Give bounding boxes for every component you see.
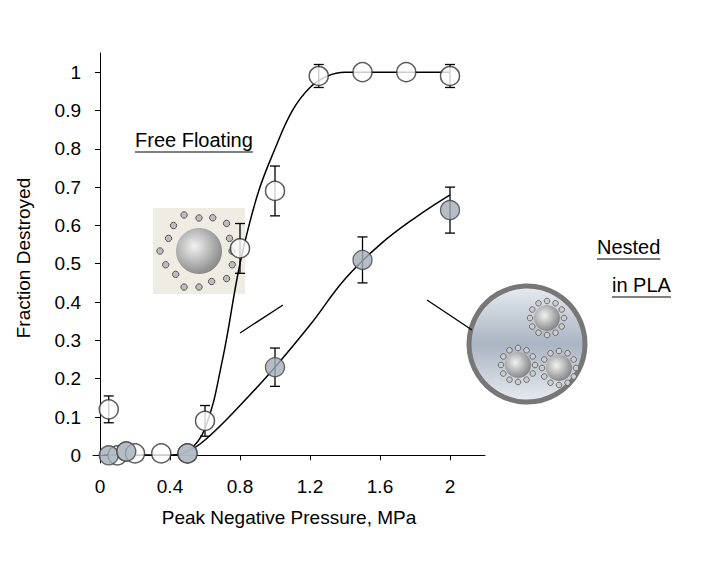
svg-text:0.6: 0.6 bbox=[55, 215, 81, 236]
svg-text:0.7: 0.7 bbox=[55, 177, 81, 198]
svg-text:0.5: 0.5 bbox=[55, 253, 81, 274]
svg-text:0.3: 0.3 bbox=[55, 330, 81, 351]
svg-text:1: 1 bbox=[70, 62, 81, 83]
svg-text:0.8: 0.8 bbox=[55, 138, 81, 159]
svg-text:2: 2 bbox=[445, 476, 456, 497]
svg-text:0.1: 0.1 bbox=[55, 407, 81, 428]
svg-text:1.2: 1.2 bbox=[297, 476, 323, 497]
svg-text:Fraction Destroyed: Fraction Destroyed bbox=[13, 178, 34, 339]
svg-text:0.9: 0.9 bbox=[55, 100, 81, 121]
svg-text:Free Floating: Free Floating bbox=[135, 129, 253, 151]
svg-text:0.4: 0.4 bbox=[55, 292, 82, 313]
svg-text:0.4: 0.4 bbox=[157, 476, 184, 497]
svg-text:1.6: 1.6 bbox=[367, 476, 393, 497]
svg-text:Peak Negative Pressure, MPa: Peak Negative Pressure, MPa bbox=[162, 507, 417, 528]
svg-text:in PLA: in PLA bbox=[612, 274, 672, 296]
svg-text:Nested: Nested bbox=[597, 236, 660, 258]
svg-text:0.2: 0.2 bbox=[55, 368, 81, 389]
svg-text:0: 0 bbox=[95, 476, 106, 497]
svg-text:0.8: 0.8 bbox=[227, 476, 253, 497]
svg-text:0: 0 bbox=[70, 445, 81, 466]
